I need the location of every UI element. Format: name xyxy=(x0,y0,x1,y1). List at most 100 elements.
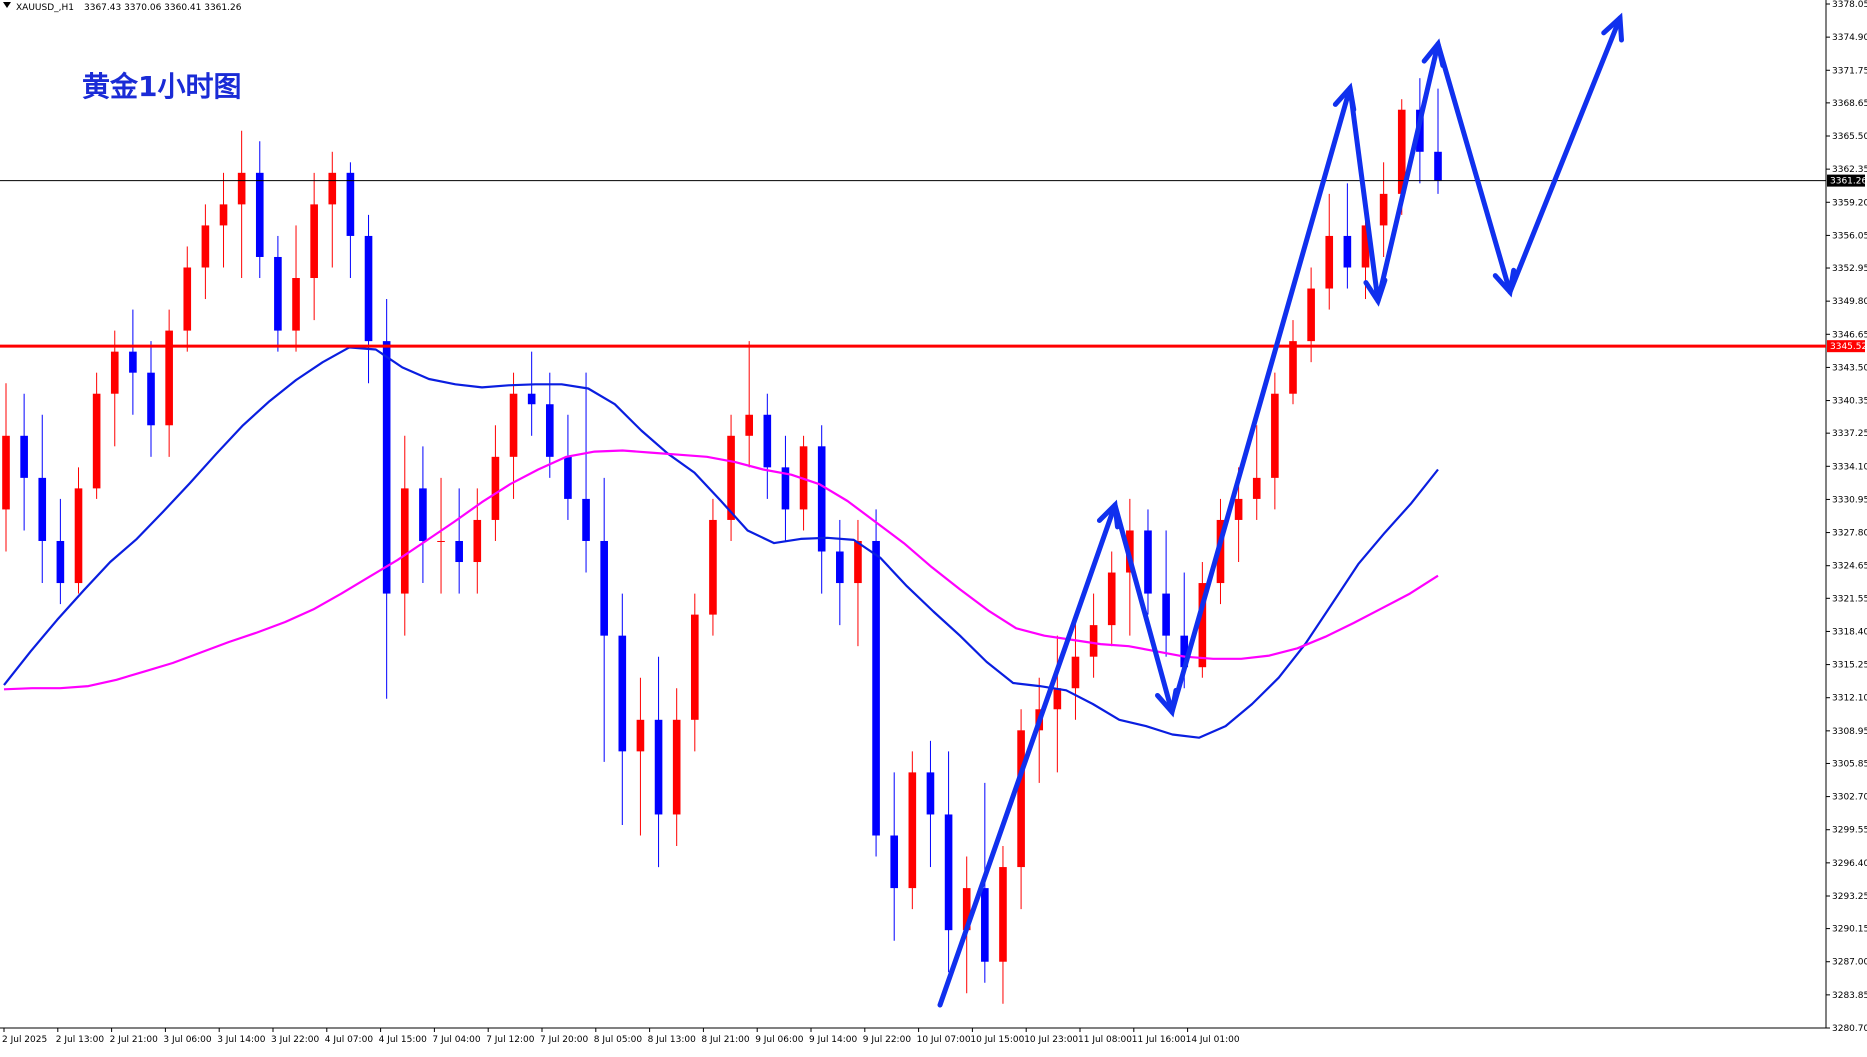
candle-body xyxy=(310,204,318,279)
price-levels: 3345.52 3361.26 xyxy=(0,174,1867,353)
ma-fast-line xyxy=(3,346,1439,739)
x-tick-label: 10 Jul 15:00 xyxy=(970,1035,1024,1045)
arrowhead-icon xyxy=(1155,687,1179,718)
y-tick-label: 3352.95 xyxy=(1832,264,1867,274)
x-tick-label: 2 Jul 13:00 xyxy=(56,1035,105,1045)
x-tick-label: 14 Jul 01:00 xyxy=(1186,1035,1240,1045)
y-tick-label: 3280.70 xyxy=(1832,1024,1867,1034)
x-tick-label: 3 Jul 06:00 xyxy=(163,1035,212,1045)
y-tick-label: 3378.05 xyxy=(1832,0,1867,10)
x-tick-label: 10 Jul 23:00 xyxy=(1024,1035,1078,1045)
candle-body xyxy=(20,435,28,478)
candle-body xyxy=(582,498,590,541)
y-axis: 3378.05 3374.90 3371.75 3368.65 3365.50 3362.… xyxy=(1826,0,1867,1034)
candle-body xyxy=(382,341,391,594)
candle-body xyxy=(38,477,47,541)
candle-body xyxy=(328,172,337,205)
x-tick-label: 3 Jul 14:00 xyxy=(217,1035,266,1045)
candle-body xyxy=(836,551,844,584)
x-tick-label: 8 Jul 13:00 xyxy=(648,1035,697,1045)
x-tick-label: 9 Jul 14:00 xyxy=(809,1035,858,1045)
candle-body xyxy=(437,540,445,542)
candle-body xyxy=(110,351,119,394)
arrowhead-icon xyxy=(1421,38,1446,68)
arrowhead-icon xyxy=(1332,82,1357,113)
candle-body xyxy=(473,519,482,563)
y-tick-label: 3312.10 xyxy=(1832,694,1867,704)
arrowhead-icon xyxy=(1601,12,1624,43)
candle-body xyxy=(636,719,645,752)
y-tick-label: 3296.40 xyxy=(1832,859,1867,869)
candles xyxy=(2,78,1442,1004)
y-tick-label: 3356.05 xyxy=(1832,231,1867,241)
candle-body xyxy=(872,540,880,836)
y-tick-label: 3302.70 xyxy=(1832,793,1867,803)
x-tick-label: 4 Jul 07:00 xyxy=(325,1035,374,1045)
x-tick-label: 3 Jul 22:00 xyxy=(271,1035,320,1045)
arrowhead-icon xyxy=(1492,267,1517,298)
y-tick-label: 3315.25 xyxy=(1832,661,1867,671)
candle-body xyxy=(129,351,137,373)
y-tick-label: 3343.50 xyxy=(1832,363,1867,373)
candle-body xyxy=(1271,393,1279,478)
y-tick-label: 3287.00 xyxy=(1832,958,1867,968)
x-tick-label: 7 Jul 04:00 xyxy=(432,1035,481,1045)
candle-body xyxy=(1071,656,1080,689)
current-price-tag xyxy=(1827,174,1865,187)
candle-body xyxy=(981,888,989,962)
candle-body xyxy=(962,888,971,931)
candle-body xyxy=(1089,625,1098,657)
candle-body xyxy=(727,435,735,520)
x-tick-label: 4 Jul 15:00 xyxy=(379,1035,428,1045)
candle-body xyxy=(908,772,917,889)
y-tick-label: 3283.85 xyxy=(1832,991,1867,1001)
candle-body xyxy=(854,540,862,584)
chart-title: 黄金1小时图 xyxy=(82,70,241,103)
header: XAUUSD_,H1 3367.43 3370.06 3360.41 3361.… xyxy=(3,2,242,13)
candle-body xyxy=(618,635,627,752)
candle-body xyxy=(600,540,608,636)
arrowhead-icon xyxy=(1363,277,1388,307)
y-tick-label: 3290.15 xyxy=(1832,925,1867,935)
moving-averages xyxy=(3,346,1439,739)
y-tick-label: 3327.80 xyxy=(1832,529,1867,539)
candle-body xyxy=(691,614,699,720)
header-triangle-icon xyxy=(3,2,11,8)
symbol-label: XAUUSD_,H1 xyxy=(16,3,74,13)
y-tick-label: 3362.35 xyxy=(1832,165,1867,175)
y-tick-label: 3337.25 xyxy=(1832,429,1867,439)
candle-body xyxy=(1361,225,1370,268)
candle-body xyxy=(2,435,10,510)
candle-body xyxy=(1216,519,1225,584)
candle-body xyxy=(654,719,663,815)
resistance-price-tag xyxy=(1827,340,1865,353)
candle-body xyxy=(1397,109,1406,194)
candle-body xyxy=(346,172,355,236)
candle-body xyxy=(219,204,228,226)
candle-body xyxy=(890,835,899,889)
x-tick-label: 2 Jul 21:00 xyxy=(110,1035,159,1045)
candle-body xyxy=(1434,151,1442,181)
y-tick-label: 3334.10 xyxy=(1832,462,1867,472)
x-tick-label: 2 Jul 2025 xyxy=(2,1035,47,1045)
candle-body xyxy=(1343,235,1352,268)
candle-body xyxy=(999,867,1007,962)
x-tick-label: 9 Jul 06:00 xyxy=(755,1035,804,1045)
candle-body xyxy=(491,456,500,520)
x-tick-label: 8 Jul 05:00 xyxy=(594,1035,643,1045)
y-tick-label: 3321.55 xyxy=(1832,594,1867,604)
candle-body xyxy=(1325,235,1334,289)
y-tick-label: 3371.75 xyxy=(1832,66,1867,76)
candle-body xyxy=(400,488,409,594)
y-tick-label: 3305.85 xyxy=(1832,759,1867,769)
candle-body xyxy=(1379,193,1388,226)
forecast-arrows xyxy=(937,12,1624,1008)
candle-body xyxy=(56,540,65,584)
candle-body xyxy=(1162,593,1170,636)
current-price-label: 3361.26 xyxy=(1830,177,1867,187)
arrowhead-icon xyxy=(1096,499,1120,530)
y-tick-label: 3359.20 xyxy=(1832,198,1867,208)
y-tick-label: 3368.65 xyxy=(1832,99,1867,109)
candle-body xyxy=(419,488,427,541)
